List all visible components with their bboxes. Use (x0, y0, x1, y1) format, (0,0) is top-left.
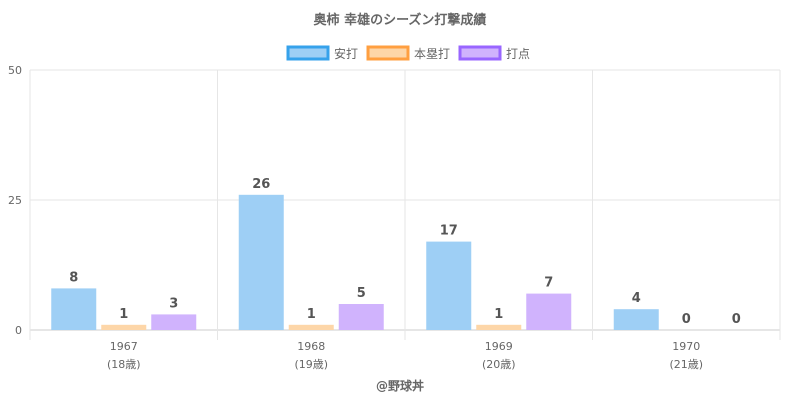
legend-label-2: 打点 (506, 47, 530, 61)
legend-swatch-2 (458, 45, 502, 61)
data-label: 1 (307, 307, 316, 322)
x-tick-sublabel: (20歳) (482, 358, 516, 371)
bar-打点-1968 (338, 304, 384, 330)
data-label: 1 (119, 307, 128, 322)
bar-本塁打-1968 (288, 324, 334, 330)
y-tick-label: 0 (15, 324, 22, 337)
x-tick-label: 1968 (297, 340, 325, 353)
data-label: 4 (632, 291, 641, 306)
bar-打点-1969 (526, 293, 572, 330)
bar-安打-1967 (51, 288, 97, 330)
chart-title: 奥柿 幸雄のシーズン打撃成績 (314, 12, 487, 28)
bars (51, 194, 659, 330)
bar-安打-1968 (238, 194, 284, 330)
grid (29, 69, 781, 340)
y-tick-label: 25 (8, 194, 22, 207)
bar-打点-1967 (151, 314, 197, 330)
bar-本塁打-1969 (476, 324, 522, 330)
legend-label-0: 安打 (334, 46, 358, 61)
bar-安打-1969 (426, 241, 472, 330)
data-label: 1 (494, 307, 503, 322)
y-tick-label: 50 (8, 64, 22, 77)
x-axis: 1967 (18歳) 1968 (19歳) 1969 (20歳) 1970 (21歳) (107, 340, 703, 371)
y-axis: 0 25 50 (8, 64, 22, 337)
x-axis-label: @野球丼 (376, 378, 424, 393)
x-tick-label: 1970 (672, 340, 700, 353)
x-tick-label: 1969 (485, 340, 513, 353)
data-label: 26 (252, 177, 270, 192)
legend: 安打 本塁打 打点 (286, 45, 530, 61)
x-tick-sublabel: (18歳) (107, 358, 141, 371)
data-label: 8 (69, 270, 78, 285)
legend-swatch-0 (286, 45, 330, 61)
legend-swatch-1 (366, 45, 410, 61)
data-label: 17 (440, 224, 458, 239)
data-label: 0 (732, 312, 741, 327)
x-tick-sublabel: (21歳) (669, 358, 703, 371)
legend-label-1: 本塁打 (414, 47, 450, 61)
data-label: 5 (357, 286, 366, 301)
x-tick-sublabel: (19歳) (294, 358, 328, 371)
bar-本塁打-1967 (101, 324, 147, 330)
data-label: 3 (169, 296, 178, 311)
data-label: 7 (544, 276, 553, 291)
x-tick-label: 1967 (110, 340, 138, 353)
data-label: 0 (682, 312, 691, 327)
bar-安打-1970 (613, 309, 659, 330)
